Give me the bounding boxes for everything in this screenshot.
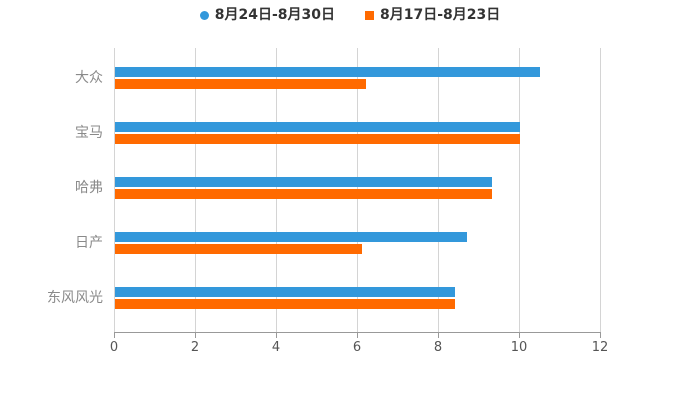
legend-circle-marker-icon	[199, 11, 209, 20]
bar-series-1-row-4	[115, 298, 456, 309]
x-axis-tick	[114, 332, 115, 338]
bar-series-0-row-4	[115, 286, 456, 297]
bar-series-0-row-3	[115, 231, 468, 242]
bar-series-0-row-0	[115, 66, 541, 77]
gridline	[114, 48, 115, 332]
bar-series-1-row-3	[115, 243, 363, 254]
legend-square-marker-icon	[365, 11, 374, 20]
x-tick-label: 4	[271, 340, 281, 355]
gridline	[519, 48, 520, 332]
gridline	[600, 48, 601, 332]
bar-series-1-row-1	[115, 133, 520, 144]
legend-item-week-aug17-23[interactable]: 8月17日-8月23日	[365, 7, 500, 24]
y-category-label: 日产	[75, 234, 103, 251]
x-axis-tick	[600, 332, 601, 338]
x-tick-label: 2	[190, 340, 200, 355]
y-category-label: 哈弗	[75, 179, 103, 196]
x-axis-tick	[519, 332, 520, 338]
bar-series-1-row-2	[115, 188, 492, 199]
x-axis-line	[114, 332, 600, 333]
x-tick-label: 12	[591, 340, 609, 355]
legend-label-week-aug24-30: 8月24日-8月30日	[214, 7, 335, 23]
y-category-label: 宝马	[75, 124, 103, 141]
bar-series-0-row-2	[115, 176, 492, 187]
legend-label-week-aug17-23: 8月17日-8月23日	[380, 7, 501, 23]
legend-item-week-aug24-30[interactable]: 8月24日-8月30日	[199, 7, 335, 24]
x-tick-label: 8	[433, 340, 443, 355]
y-category-label: 东风风光	[47, 289, 103, 306]
bar-series-1-row-0	[115, 78, 367, 89]
bar-series-0-row-1	[115, 121, 520, 132]
chart-legend: 8月24日-8月30日 8月17日-8月23日	[0, 7, 700, 24]
y-category-label: 大众	[75, 69, 103, 86]
x-axis-tick	[195, 332, 196, 338]
x-axis-tick	[276, 332, 277, 338]
x-axis-tick	[357, 332, 358, 338]
x-axis-tick	[438, 332, 439, 338]
x-tick-label: 10	[510, 340, 528, 355]
x-tick-label: 0	[109, 340, 119, 355]
x-tick-label: 6	[352, 340, 362, 355]
